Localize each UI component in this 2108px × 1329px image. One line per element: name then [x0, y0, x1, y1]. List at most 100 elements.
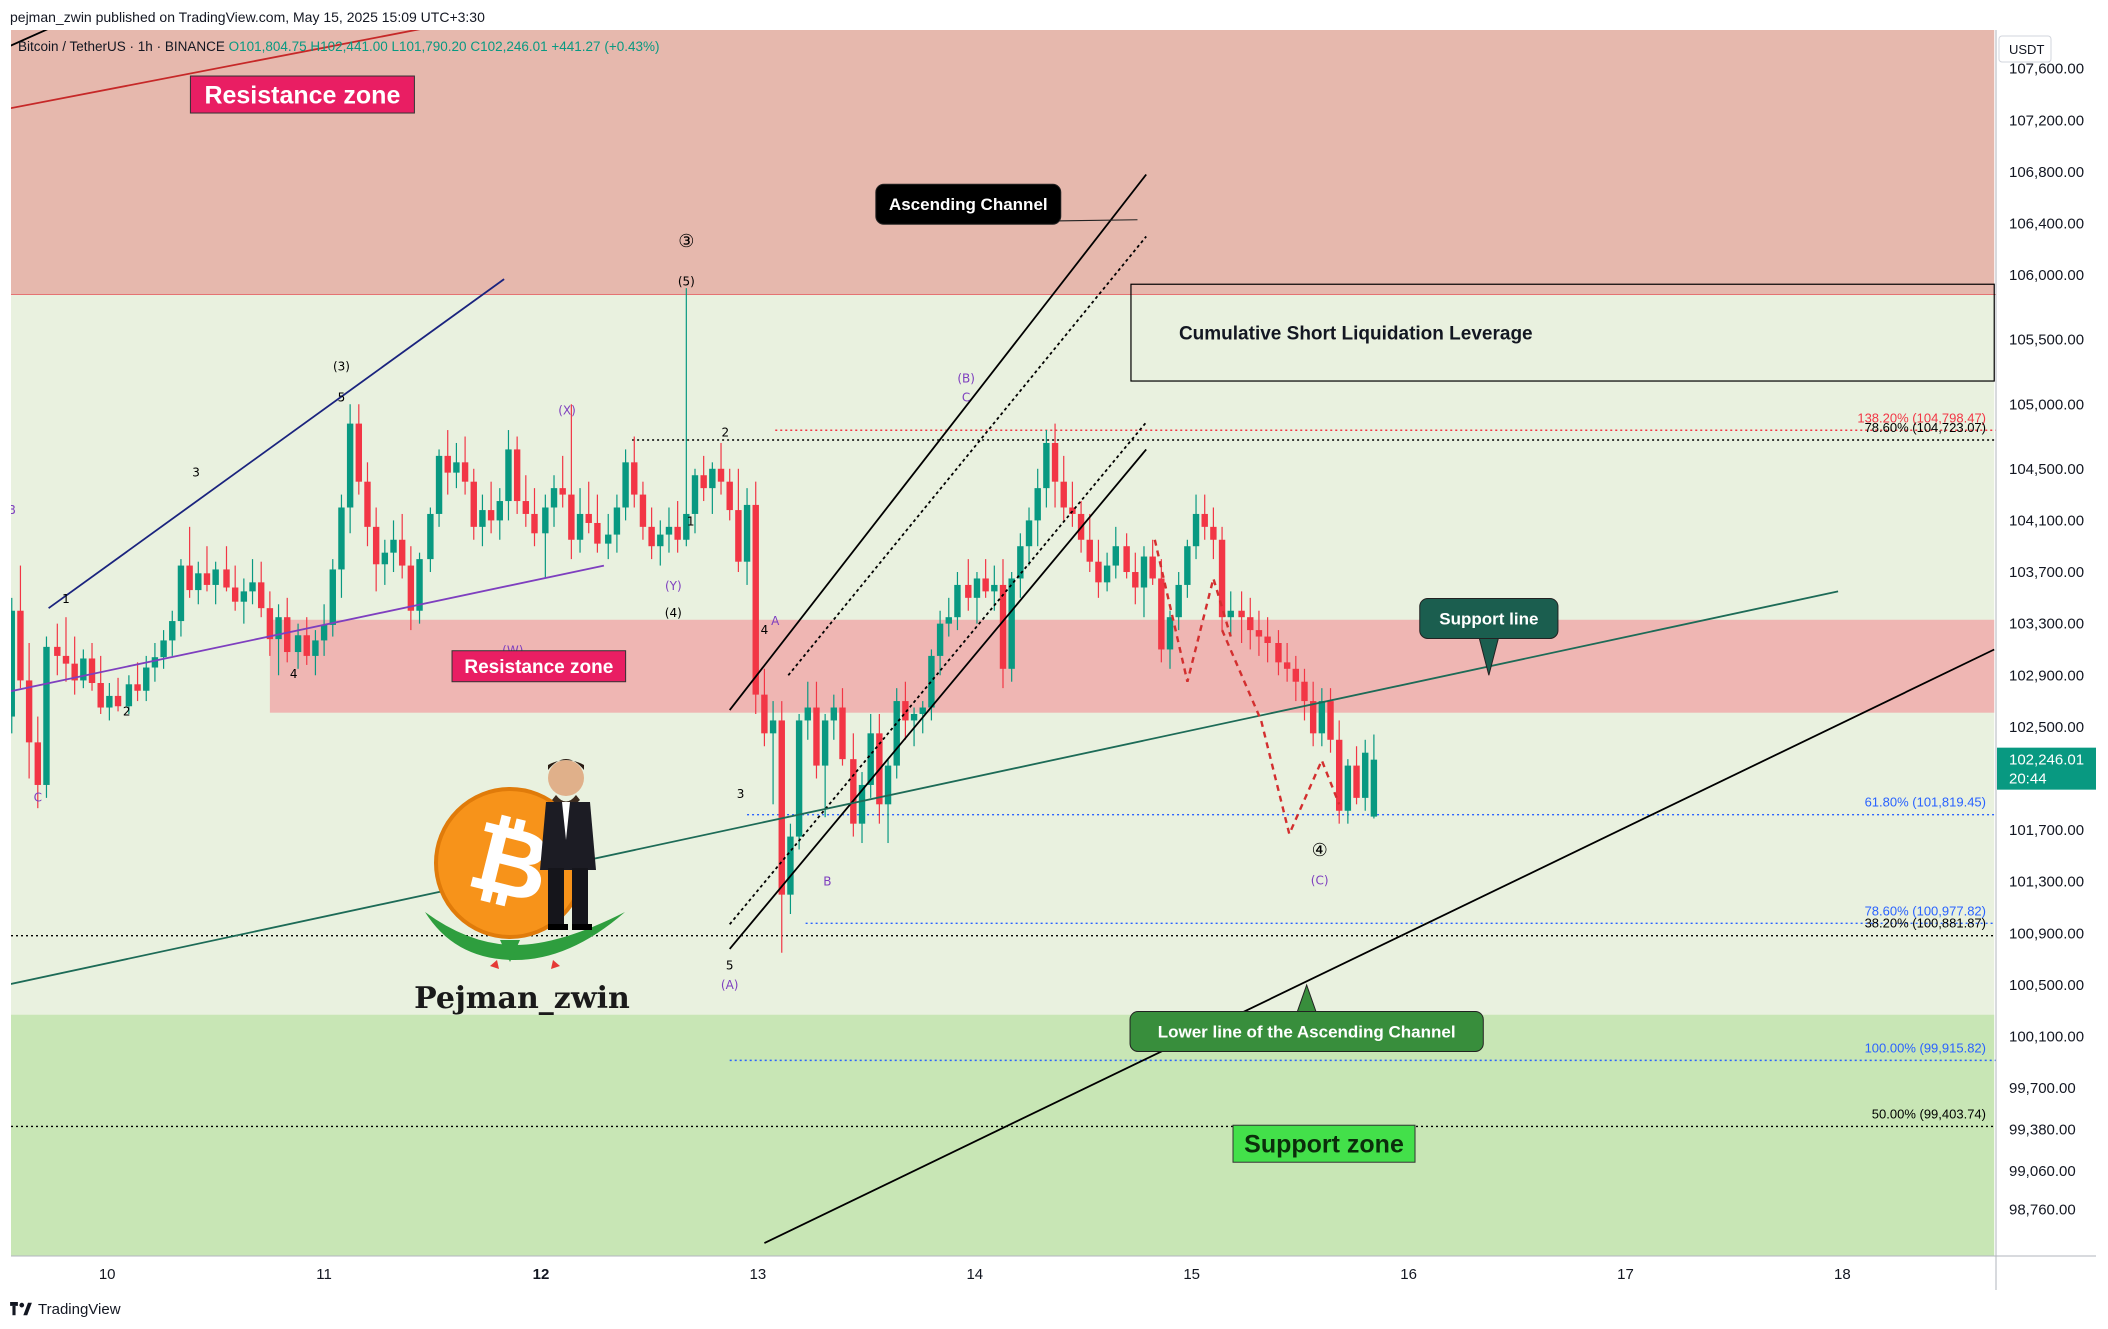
candle-body: [43, 646, 50, 785]
tradingview-logo-icon: [10, 1302, 32, 1316]
candle-body: [320, 624, 328, 641]
fib-label-3: 78.60% (100,977.82): [1865, 903, 1986, 918]
zone-3: [11, 1014, 1995, 1256]
candle-body: [125, 684, 133, 707]
candle-body: [1034, 488, 1041, 521]
candle-body: [249, 582, 256, 592]
candle-body: [398, 539, 406, 566]
character-icon: [540, 759, 596, 930]
wave-label: 2: [722, 426, 730, 440]
candle-body: [1192, 513, 1200, 547]
candle-body: [1210, 526, 1217, 540]
candle-body: [858, 784, 866, 824]
time-tick-label: 17: [1617, 1266, 1634, 1283]
zone-label-bg-2: [451, 650, 627, 683]
candle-body: [743, 504, 751, 562]
price-tick-label: 99,060.00: [2009, 1163, 2076, 1180]
callout-label: Support line: [1439, 609, 1538, 628]
info-box: [1130, 283, 1995, 382]
callout-1: Support line: [1419, 597, 1559, 676]
candle-body: [355, 423, 363, 482]
candle-body: [683, 513, 690, 540]
zone-label-0: Resistance zone: [204, 82, 400, 110]
price-tick-label: 103,700.00: [2009, 564, 2084, 581]
candle-body: [665, 526, 673, 535]
candle-body: [390, 539, 397, 553]
time-tick-label: 11: [316, 1266, 332, 1283]
price-tick-label: 99,700.00: [2009, 1080, 2076, 1097]
price-tick-label: 105,000.00: [2009, 396, 2084, 413]
price-tick-label: 100,500.00: [2009, 977, 2084, 994]
candle-body: [1123, 546, 1130, 573]
candle-body: [982, 578, 989, 592]
plot-area[interactable]: Cumulative Short Liquidation Leverage138…: [0, 17, 1996, 1256]
time-tick-label: 18: [1834, 1266, 1851, 1283]
publish-header: pejman_zwin published on TradingView.com…: [0, 0, 2108, 30]
callout-2: Lower line of the Ascending Channel: [1129, 983, 1484, 1052]
candle-body: [613, 507, 621, 535]
price-tick-label: 98,760.00: [2009, 1202, 2076, 1219]
candle-body: [605, 534, 612, 544]
candle-body: [1060, 481, 1067, 508]
candle-body: [674, 526, 681, 540]
candle-body: [470, 481, 477, 527]
candle-body: [1166, 617, 1174, 650]
candle-body: [1292, 668, 1300, 682]
wave-label: C: [962, 391, 970, 405]
wave-label: ④: [1312, 840, 1328, 861]
wave-label: (4): [665, 606, 682, 620]
candle-body: [622, 462, 629, 508]
candle-body: [275, 617, 282, 640]
candle-body: [999, 584, 1007, 669]
candle-body: [778, 720, 785, 895]
arrow-left-icon: [490, 960, 499, 969]
candle-body: [1238, 610, 1245, 618]
character-shoe-right: [572, 924, 592, 930]
current-price-countdown: 20:44: [2009, 771, 2047, 788]
price-tick-label: 106,400.00: [2009, 216, 2084, 233]
candle-body: [717, 468, 725, 482]
candle-body: [1158, 578, 1165, 650]
wave-label: 5: [338, 391, 346, 405]
candle-body: [542, 507, 549, 534]
zone-label-bg-0: [189, 75, 415, 114]
candle-body: [1344, 765, 1352, 811]
candle-body: [1149, 556, 1156, 579]
candle-body: [910, 713, 918, 721]
candle-body: [945, 617, 952, 624]
candle-body: [850, 759, 857, 824]
fib-label-0: 138.20% (104,798.47): [1857, 410, 1986, 425]
candle-body: [329, 569, 336, 625]
candle-body: [550, 488, 558, 508]
legend-part-5: +441.27 (+0.43%): [548, 39, 660, 54]
candle-body: [576, 513, 584, 540]
candle-body: [1175, 584, 1182, 618]
candle-body: [973, 578, 981, 598]
candle-body: [522, 501, 530, 514]
callout-0: Ascending Channel: [875, 183, 1138, 225]
candle-body: [804, 707, 811, 721]
callout-box: [1129, 1010, 1484, 1052]
candle-body: [1362, 752, 1369, 798]
candle-body: [1264, 636, 1271, 643]
wave-label: (3): [333, 360, 350, 374]
time-axis[interactable]: 10 11 12 13 14 15 16 17 18: [99, 1266, 1851, 1283]
candle-body: [821, 720, 829, 766]
price-tick-label: 107,200.00: [2009, 112, 2084, 129]
candle-body: [25, 680, 33, 743]
candle-body: [1335, 739, 1343, 811]
price-tick-label: 106,800.00: [2009, 164, 2084, 181]
fib-label-2: 61.80% (101,819.45): [1865, 795, 1986, 810]
wave-label: A: [771, 614, 780, 628]
candle-body: [769, 720, 777, 734]
callout-box: [875, 183, 1062, 225]
symbol-legend[interactable]: Bitcoin / TetherUS · 1h · BINANCE O101,8…: [18, 39, 659, 54]
candle-body: [143, 667, 150, 691]
price-tick-label: 103,300.00: [2009, 616, 2084, 633]
price-axis[interactable]: USDT 107,600.00 107,200.00 106,800.00 106,40…: [1997, 35, 2096, 1219]
candle-body: [513, 449, 521, 502]
wave-label: (X): [558, 404, 576, 418]
candle-body: [134, 684, 141, 691]
price-tick-label: 100,100.00: [2009, 1029, 2084, 1046]
